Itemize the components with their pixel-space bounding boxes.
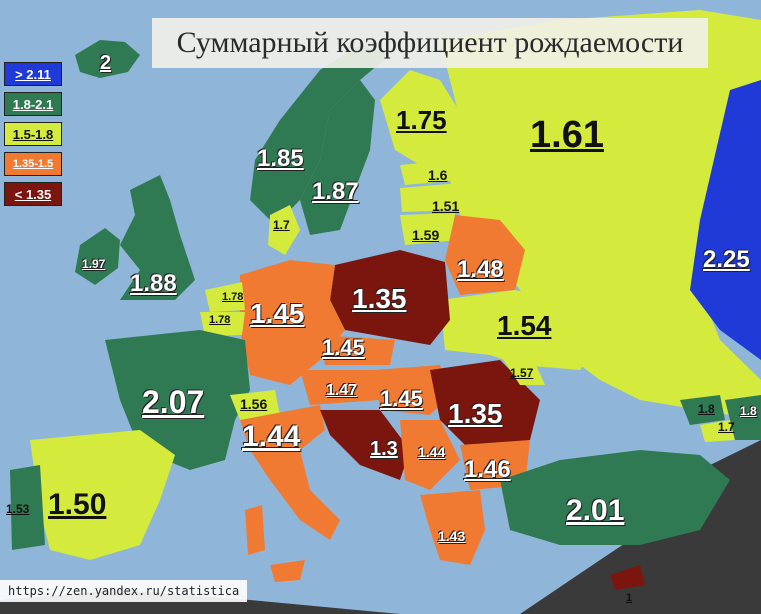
source-url: https://zen.yandex.ru/statistica [0,580,248,602]
legend-item-1-8-2-1: 1.8-2.1 [4,92,62,116]
label-kazakhstan: 2.25 [703,246,750,273]
cyprus-shape [610,565,645,590]
austria-shape [300,370,380,405]
turkey-shape [500,450,730,545]
label-georgia: 1.8 [698,402,715,416]
label-iceland: 2 [100,52,112,74]
croatia-bosnia-shape [320,410,410,480]
label-norway: 1.85 [257,145,304,172]
label-austria: 1.47 [326,382,358,399]
label-turkey: 2.01 [566,494,625,527]
label-azerbaijan: 1.8 [740,404,757,418]
sicily-shape [270,560,305,582]
serbia-shape [400,420,460,490]
label-switzerland: 1.56 [240,396,268,412]
label-italy: 1.44 [242,420,301,453]
label-ukraine: 1.54 [497,310,552,341]
label-germany: 1.45 [250,298,305,329]
latvia-shape [400,183,462,212]
czech-shape [320,335,395,365]
romania-shape [430,360,540,450]
label-ireland: 1.97 [82,257,106,271]
greece-shape [420,490,485,565]
finland-shape [380,70,465,165]
moldova-shape [500,352,545,385]
label-finland: 1.75 [396,105,447,135]
label-greece: 1.43 [438,528,466,544]
map-title-box: Суммарный коэффициент рождаемости [152,18,708,68]
label-moldova: 1.57 [510,366,534,380]
label-bulgaria: 1.46 [464,456,511,483]
uk-shape [120,175,195,300]
armenia-shape [700,420,735,442]
ukraine-shape [440,290,600,370]
legend: > 2.11 1.8-2.1 1.5-1.8 1.35-1.5 < 1.35 [4,62,62,212]
azerbaijan-shape [725,395,761,440]
legend-item-1-5-1-8: 1.5-1.8 [4,122,62,146]
label-spain: 1.50 [48,488,107,521]
label-croatia-bosnia: 1.3 [370,438,398,460]
label-belarus: 1.48 [457,256,504,283]
belarus-shape [445,215,525,295]
russia-shape [440,10,761,420]
label-romania: 1.35 [448,398,503,429]
switzerland-shape [230,390,280,420]
lithuania-shape [400,213,458,245]
sweden-shape [300,80,375,235]
label-poland: 1.35 [352,283,407,314]
legend-item-gt-2-11: > 2.11 [4,62,62,86]
italy-shape [240,405,340,540]
map-title: Суммарный коэффициент рождаемости [176,26,684,59]
label-czech: 1.45 [322,335,365,360]
legend-item-lt-1-35: < 1.35 [4,182,62,206]
norway-shape [250,45,390,225]
hungary-shape [375,365,450,415]
legend-item-1-35-1-5: 1.35-1.5 [4,152,62,176]
label-latvia: 1.51 [432,198,460,214]
label-russia: 1.61 [530,114,604,156]
spain-shape [30,430,175,560]
label-serbia: 1.44 [418,444,446,460]
kazakhstan-shape [690,80,761,360]
denmark-shape [268,205,300,255]
portugal-shape [10,465,45,550]
iceland-shape [75,40,140,78]
label-armenia: 1.7 [718,420,735,434]
label-uk: 1.88 [130,270,177,297]
label-cyprus: 1 [626,592,633,604]
label-hungary: 1.45 [380,386,423,411]
label-sweden: 1.87 [312,178,359,205]
netherlands-shape [205,282,245,312]
germany-shape [240,260,345,385]
estonia-shape [400,160,460,185]
poland-shape [330,250,450,345]
georgia-shape [680,395,725,425]
belgium-shape [200,312,245,336]
label-netherlands: 1.78 [222,291,244,303]
label-denmark: 1.7 [273,218,290,232]
label-portugal: 1.53 [6,502,30,516]
label-france: 2.07 [142,384,205,420]
ireland-shape [75,228,120,285]
sardinia-shape [245,505,265,555]
label-estonia: 1.6 [428,167,448,183]
label-lithuania: 1.59 [412,227,440,243]
label-belgium: 1.78 [209,314,231,326]
